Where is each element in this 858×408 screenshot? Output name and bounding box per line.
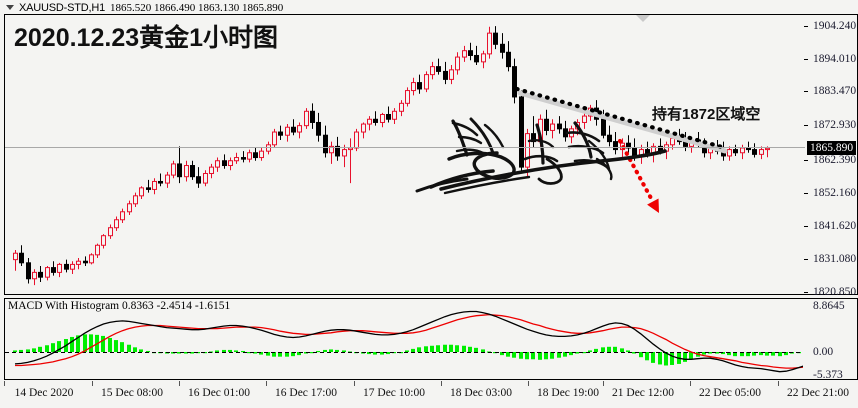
time-axis-label: 18 Dec 19:00	[537, 387, 599, 399]
trade-annotation: 持有1872区域空	[652, 106, 761, 123]
time-axis-label: 15 Dec 08:00	[101, 387, 163, 399]
macd-axis-label: 0.00	[813, 346, 834, 358]
price-pane[interactable]	[4, 14, 805, 295]
time-axis-label: 18 Dec 03:00	[450, 387, 512, 399]
price-axis-label: 1841.620	[813, 220, 857, 232]
ohlc-values: 1865.520 1866.490 1863.130 1865.890	[110, 1, 284, 14]
current-price-line	[5, 147, 805, 148]
price-axis-label: 1904.240	[813, 20, 857, 32]
price-axis-label: 1894.010	[813, 53, 857, 65]
price-axis-label: 1852.160	[813, 187, 857, 199]
current-price-chip: 1865.890	[807, 141, 857, 155]
chevron-down-icon[interactable]	[6, 5, 14, 10]
time-axis-tick	[778, 381, 779, 386]
macd-pane[interactable]	[4, 298, 804, 380]
symbol-bar: XAUUSD-STD,H1 1865.520 1866.490 1863.130…	[0, 0, 858, 15]
time-axis-tick	[266, 381, 267, 386]
indicator-title: MACD With Histogram 0.8363 -2.4514 -1.61…	[8, 300, 231, 312]
time-axis-label: 22 Dec 21:00	[787, 387, 849, 399]
price-axis-tick	[804, 91, 808, 92]
time-axis-tick	[92, 381, 93, 386]
price-axis-label: 1820.850	[813, 286, 857, 298]
price-axis-tick	[804, 259, 808, 260]
price-axis-tick	[804, 193, 808, 194]
chart-overlay-title: 2020.12.23黄金1小时图	[14, 24, 279, 52]
price-axis-label: 1872.930	[813, 119, 857, 131]
price-axis[interactable]: 1904.240 1894.010 1883.470 1872.930 1862.390…	[804, 14, 858, 298]
time-axis-tick	[603, 381, 604, 386]
time-axis-tick	[441, 381, 442, 386]
time-axis-label: 17 Dec 10:00	[363, 387, 425, 399]
price-axis-tick	[804, 160, 808, 161]
price-axis-label: 1831.080	[813, 253, 857, 265]
time-axis-tick	[690, 381, 691, 386]
macd-axis-label: 8.8645	[813, 300, 845, 312]
price-axis-tick	[804, 292, 808, 293]
symbol-label: XAUUSD-STD,H1	[19, 1, 106, 14]
bar-position-marker	[636, 15, 650, 22]
time-axis-label: 21 Dec 12:00	[612, 387, 674, 399]
time-axis-label: 14 Dec 2020	[14, 387, 74, 399]
time-axis-tick	[354, 381, 355, 386]
time-axis-tick	[4, 381, 5, 386]
time-axis-tick	[179, 381, 180, 386]
price-axis-tick	[804, 226, 808, 227]
price-axis-label: 1862.390	[813, 154, 857, 166]
time-axis-label: 16 Dec 17:00	[275, 387, 337, 399]
macd-canvas	[5, 310, 803, 373]
time-axis-tick	[528, 381, 529, 386]
macd-axis-label: -5.373	[813, 369, 843, 381]
time-axis[interactable]: 14 Dec 2020 15 Dec 08:00 16 Dec 01:00 16 De…	[4, 381, 849, 407]
macd-axis: 8.8645 0.00 -5.373	[804, 298, 858, 381]
price-axis-label: 1883.470	[813, 85, 857, 97]
time-axis-label: 22 Dec 05:00	[699, 387, 761, 399]
candlestick-canvas	[13, 26, 770, 286]
time-axis-label: 16 Dec 01:00	[188, 387, 250, 399]
drawing-overlay	[415, 86, 728, 213]
price-axis-tick	[804, 125, 808, 126]
price-axis-tick	[804, 26, 808, 27]
price-axis-tick	[804, 59, 808, 60]
